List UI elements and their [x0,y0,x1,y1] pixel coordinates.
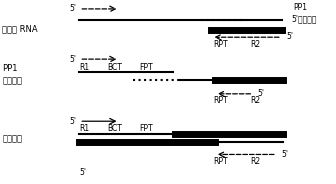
Text: 5': 5' [79,168,86,177]
Text: RPT: RPT [213,96,228,105]
Text: 5'下游引物: 5'下游引物 [291,15,317,23]
Text: 5': 5' [69,117,76,126]
Text: 5': 5' [287,32,294,41]
Text: FPT: FPT [139,124,153,133]
Text: RPT: RPT [213,157,228,166]
Text: FPT: FPT [139,63,153,72]
Text: 5': 5' [258,89,265,98]
Text: RPT: RPT [213,40,228,49]
Text: R1: R1 [79,124,89,133]
Text: R2: R2 [250,96,260,105]
Text: 完成富集: 完成富集 [2,134,23,143]
Text: BCT: BCT [107,124,122,133]
Text: 逆转录 RNA: 逆转录 RNA [2,24,38,33]
Text: 5': 5' [69,55,76,64]
Text: R2: R2 [250,157,260,166]
Text: R2: R2 [250,40,260,49]
Text: PP1: PP1 [293,3,307,13]
Text: BCT: BCT [107,63,122,72]
Text: 5': 5' [281,150,288,159]
Text: PP1
上游引物: PP1 上游引物 [2,64,23,85]
Text: R1: R1 [79,63,89,72]
Text: 5': 5' [69,4,76,13]
